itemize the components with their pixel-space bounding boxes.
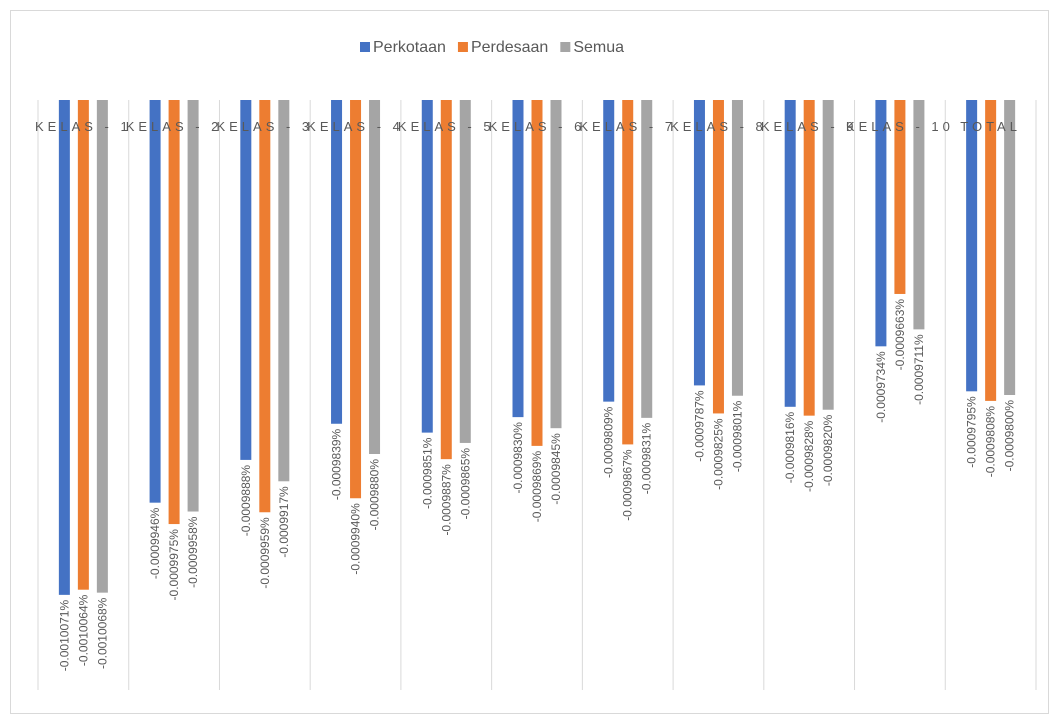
data-label: -0.0009887% xyxy=(439,464,453,536)
bar xyxy=(913,100,925,330)
x-tick-label: KELAS - 3 xyxy=(216,119,314,134)
x-tick-label-box: KELAS - 7 xyxy=(579,119,677,134)
bar xyxy=(603,100,615,402)
x-tick-label: KELAS - 10 xyxy=(845,119,954,134)
legend-swatch xyxy=(360,42,370,52)
x-tick-label: KELAS - 4 xyxy=(307,119,404,134)
x-tick-label-box: KELAS - 5 xyxy=(397,119,495,134)
x-tick-label-box: KELAS - 8 xyxy=(670,119,767,134)
bar xyxy=(259,100,271,513)
bar xyxy=(531,100,543,446)
data-label: -0.0009946% xyxy=(148,507,162,579)
x-tick-label: KELAS - 8 xyxy=(670,119,767,134)
legend-swatch xyxy=(457,42,468,52)
x-tick-label: KELAS - 2 xyxy=(125,119,223,134)
bar xyxy=(985,100,997,401)
x-tick-label-box: TOTAL xyxy=(960,119,1021,134)
data-label: -0.0009831% xyxy=(640,423,654,495)
bar xyxy=(240,100,252,460)
x-tick-label: KELAS - 7 xyxy=(579,119,677,134)
legend-label: Semua xyxy=(573,39,624,56)
x-tick-label: KELAS - 5 xyxy=(397,119,495,134)
x-tick-label-box: KELAS - 9 xyxy=(760,119,858,134)
x-tick-label: KELAS - 6 xyxy=(488,119,586,134)
x-tick-label: KELAS - 9 xyxy=(760,119,858,134)
x-tick-label-box: KELAS - 2 xyxy=(125,119,223,134)
data-label: -0.0009880% xyxy=(368,459,382,531)
data-label: -0.0009787% xyxy=(692,390,706,462)
bar xyxy=(278,100,290,482)
data-label: -0.0010071% xyxy=(57,600,71,672)
x-tick-label: TOTAL xyxy=(960,119,1021,134)
legend-label: Perdesaan xyxy=(471,39,548,56)
data-label: -0.0009828% xyxy=(802,420,816,492)
x-tick-label: KELAS - 1 xyxy=(35,119,132,134)
data-label: -0.0009801% xyxy=(730,400,744,472)
data-label: -0.0009851% xyxy=(420,437,434,509)
bar xyxy=(58,100,70,595)
data-label: -0.0009795% xyxy=(965,396,979,468)
data-label: -0.0009809% xyxy=(602,406,616,478)
data-label: -0.0009734% xyxy=(874,351,888,423)
legend-swatch xyxy=(560,42,571,52)
bar xyxy=(784,100,796,407)
x-tick-label-box: KELAS - 4 xyxy=(307,119,404,134)
data-label: -0.0009845% xyxy=(549,433,563,505)
x-tick-label-box: KELAS - 3 xyxy=(216,119,314,134)
legend-label: Perkotaan xyxy=(373,39,446,56)
bar xyxy=(875,100,887,347)
data-label: -0.0009869% xyxy=(530,451,544,523)
bar xyxy=(822,100,834,410)
data-label: -0.0009800% xyxy=(1003,400,1017,472)
data-label: -0.0009917% xyxy=(277,486,291,558)
data-label: -0.0010068% xyxy=(95,597,109,669)
bar xyxy=(966,100,978,392)
bar xyxy=(803,100,815,416)
bar xyxy=(512,100,524,418)
bar xyxy=(550,100,562,429)
data-label: -0.0009825% xyxy=(711,418,725,490)
data-label: -0.0009867% xyxy=(621,449,635,521)
bar xyxy=(459,100,471,443)
bar xyxy=(693,100,705,386)
bar xyxy=(1004,100,1016,395)
data-label: -0.0009959% xyxy=(258,517,272,589)
bar xyxy=(96,100,108,593)
bar xyxy=(421,100,433,433)
bar xyxy=(641,100,653,418)
data-label: -0.0009816% xyxy=(783,411,797,483)
bar xyxy=(331,100,343,424)
data-label: -0.0009839% xyxy=(330,428,344,500)
data-label: -0.0009711% xyxy=(912,334,926,405)
data-label: -0.0009830% xyxy=(511,422,525,494)
x-tick-label-box: KELAS - 10 xyxy=(845,119,954,134)
data-label: -0.0009808% xyxy=(984,406,998,478)
bar xyxy=(440,100,452,460)
bar xyxy=(712,100,724,414)
bar xyxy=(894,100,906,294)
data-label: -0.0009975% xyxy=(167,529,181,601)
data-label: -0.0009940% xyxy=(349,503,363,575)
bar xyxy=(187,100,199,512)
bar xyxy=(77,100,89,590)
bar xyxy=(350,100,362,499)
bar xyxy=(622,100,634,445)
x-tick-label-box: KELAS - 6 xyxy=(488,119,586,134)
data-label: -0.0009888% xyxy=(239,465,253,537)
bar xyxy=(731,100,743,396)
data-label: -0.0009958% xyxy=(186,516,200,588)
bar xyxy=(168,100,180,525)
data-label: -0.0009820% xyxy=(821,414,835,486)
data-label: -0.0010064% xyxy=(76,594,90,666)
x-tick-label-box: KELAS - 1 xyxy=(35,119,132,134)
data-label: -0.0009865% xyxy=(458,448,472,520)
bar xyxy=(369,100,381,454)
bar xyxy=(149,100,161,503)
data-label: -0.0009663% xyxy=(893,299,907,371)
